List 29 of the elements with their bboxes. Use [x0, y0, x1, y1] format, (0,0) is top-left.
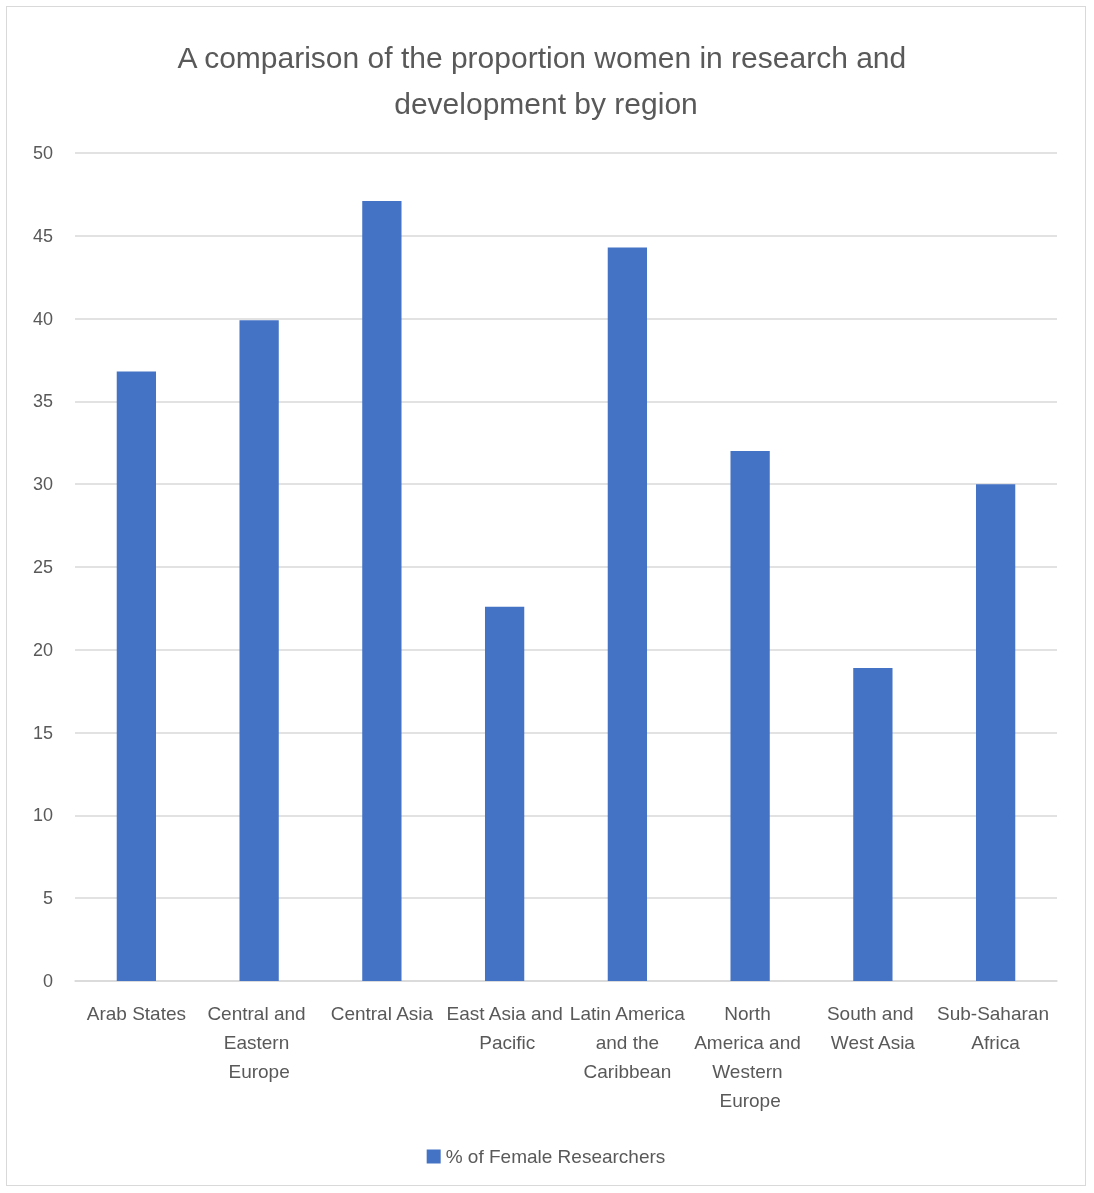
x-tick-label: Central and Eastern Europe [207, 1003, 311, 1082]
y-tick-label: 5 [42, 888, 53, 909]
y-tick-label: 45 [32, 225, 53, 246]
bar [607, 247, 648, 981]
y-tick-label: 10 [32, 805, 53, 826]
bar [116, 371, 157, 981]
bar [730, 451, 770, 981]
y-tick-label: 35 [32, 391, 53, 412]
x-tick-label: Sub-Saharan Africa [937, 1003, 1055, 1053]
y-tick-label: 40 [32, 308, 53, 329]
y-tick-label: 30 [32, 474, 53, 495]
bar [853, 668, 893, 981]
x-tick-label: South and West Asia [826, 1003, 919, 1053]
y-tick-label: 15 [32, 722, 53, 743]
bar [975, 484, 1016, 981]
x-tick-label: East Asia and Pacific [446, 1003, 563, 1053]
bar [362, 201, 402, 981]
y-tick-label: 25 [32, 557, 53, 577]
x-tick-label: North America and Western Europe [694, 1003, 807, 1111]
chart-title: A comparison of the proportion women in research and development by region [177, 40, 915, 120]
x-tick-label: Latin America and the Caribbean [569, 1003, 686, 1082]
bar [239, 320, 279, 981]
x-tick-label: Arab States [86, 1003, 187, 1024]
y-tick-label: 0 [42, 971, 53, 991]
x-tick-label: Central Asia [330, 1003, 434, 1024]
y-tick-label: 50 [32, 143, 53, 163]
bar [484, 606, 525, 981]
y-tick-label: 20 [32, 639, 53, 660]
legend-label: % of Female Researchers [445, 1146, 666, 1167]
